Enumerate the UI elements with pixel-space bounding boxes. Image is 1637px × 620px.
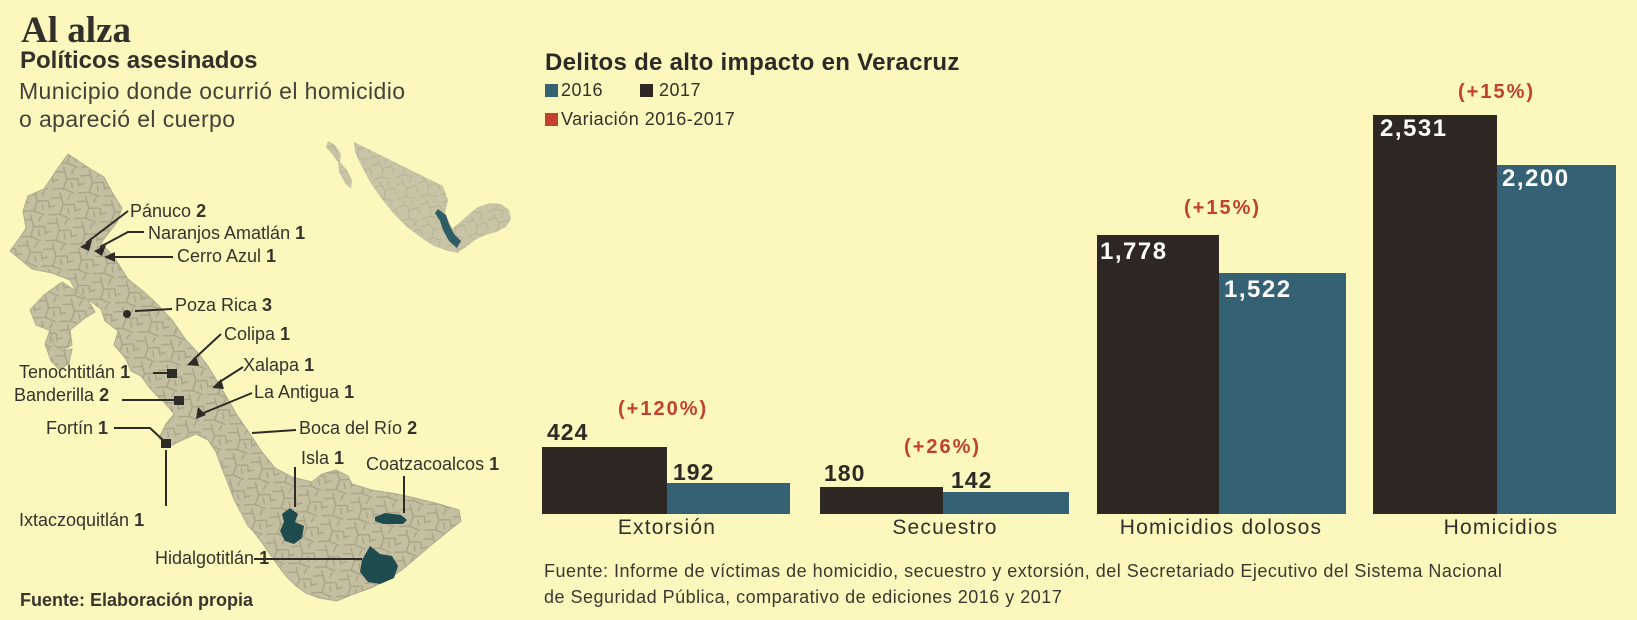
svg-text:Xalapa 1: Xalapa 1 xyxy=(243,355,314,375)
svg-text:Cerro Azul 1: Cerro Azul 1 xyxy=(177,246,276,266)
svg-text:Tenochtitlán 1: Tenochtitlán 1 xyxy=(19,362,130,382)
svg-text:Fortín 1: Fortín 1 xyxy=(46,418,108,438)
svg-text:Boca del Río 2: Boca del Río 2 xyxy=(299,418,417,438)
svg-text:Coatzacoalcos 1: Coatzacoalcos 1 xyxy=(366,454,499,474)
svg-text:La Antigua 1: La Antigua 1 xyxy=(254,382,354,402)
svg-text:Hidalgotitlán 1: Hidalgotitlán 1 xyxy=(155,548,269,568)
svg-text:Isla 1: Isla 1 xyxy=(301,448,344,468)
svg-text:Ixtaczoquitlán 1: Ixtaczoquitlán 1 xyxy=(19,510,144,530)
svg-text:Poza Rica 3: Poza Rica 3 xyxy=(175,295,272,315)
svg-text:Banderilla 2: Banderilla 2 xyxy=(14,385,109,405)
svg-text:Colipa 1: Colipa 1 xyxy=(224,324,290,344)
svg-text:Naranjos Amatlán 1: Naranjos Amatlán 1 xyxy=(148,223,305,243)
svg-text:Pánuco 2: Pánuco 2 xyxy=(130,201,206,221)
